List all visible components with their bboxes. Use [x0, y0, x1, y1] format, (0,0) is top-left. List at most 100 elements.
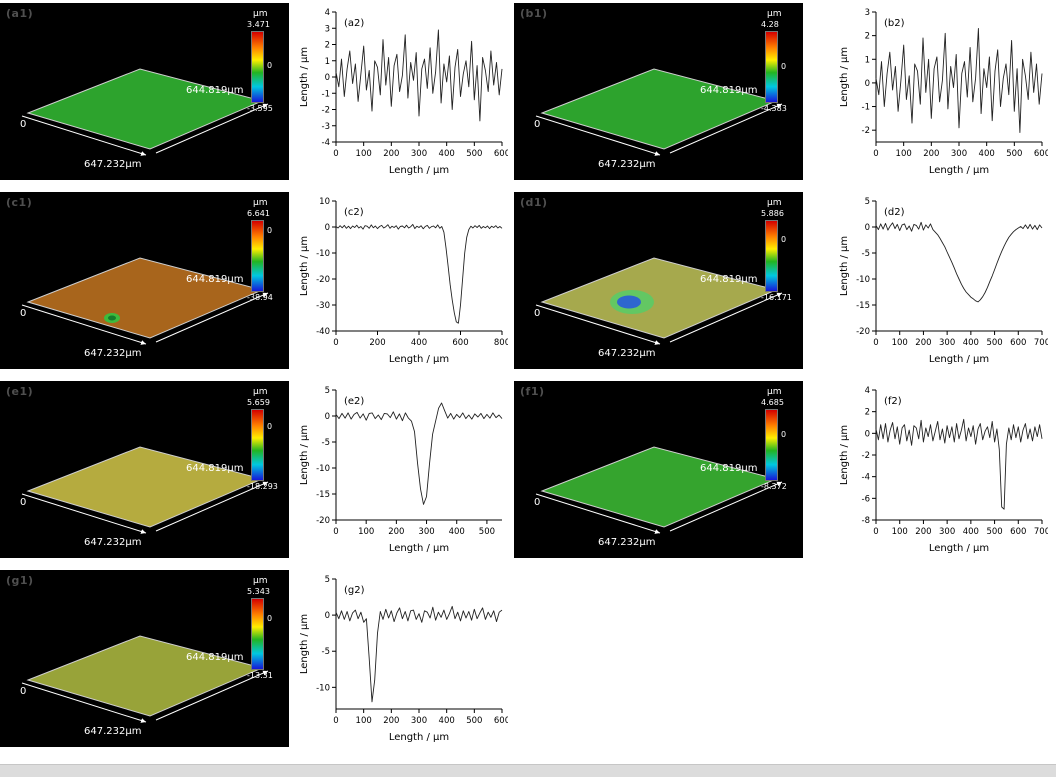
svg-text:-5: -5: [322, 647, 330, 657]
surface-plane: [26, 446, 264, 528]
height-colorbar: µm 5.343 0 -13.31: [245, 576, 287, 686]
svg-text:4: 4: [865, 386, 870, 396]
svg-text:-30: -30: [316, 301, 330, 311]
svg-text:-10: -10: [316, 464, 330, 474]
svg-text:Length / µm: Length / µm: [389, 732, 449, 743]
profile-chart-c2: 10 0 -10 -20 -30 -40 0 200 400 600 800 Length / µm L…: [298, 193, 510, 365]
panel-label: (b1): [520, 7, 548, 20]
svg-text:-10: -10: [316, 683, 330, 693]
svg-text:2: 2: [865, 408, 870, 418]
svg-text:1: 1: [325, 57, 330, 67]
colorbar-zero: 0: [267, 421, 273, 431]
svg-text:200: 200: [369, 338, 385, 348]
width-arrow: [535, 115, 661, 156]
height-colorbar: µm 3.471 0 -3.595: [245, 9, 287, 119]
svg-text:600: 600: [452, 338, 468, 348]
svg-text:300: 300: [411, 716, 427, 726]
colorbar-max: 5.343: [247, 587, 270, 596]
svg-text:Length / µm: Length / µm: [839, 236, 850, 296]
surface-plane: [540, 68, 778, 150]
width-arrow: [21, 682, 147, 723]
svg-text:0: 0: [325, 223, 330, 233]
svg-text:Length / µm: Length / µm: [299, 614, 310, 674]
svg-text:Length / µm: Length / µm: [299, 236, 310, 296]
colorbar-unit: µm: [767, 198, 782, 208]
colorbar-gradient: [765, 220, 778, 292]
svg-text:0: 0: [333, 149, 338, 159]
svg-text:Length / µm: Length / µm: [839, 425, 850, 485]
colorbar-min: -3.595: [247, 104, 273, 113]
colorbar-unit: µm: [767, 9, 782, 19]
svg-text:400: 400: [439, 716, 455, 726]
svg-text:-40: -40: [316, 327, 330, 337]
svg-text:0: 0: [865, 223, 870, 233]
svg-text:(g2): (g2): [344, 585, 365, 596]
depth-arrow: [155, 103, 269, 154]
topography-panel-c1: (c1) 0 647.232µm 644.819µm µm 6.641 0 -3…: [0, 192, 289, 369]
svg-text:-4: -4: [322, 138, 330, 148]
depth-dimension-label: 644.819µm: [186, 463, 244, 474]
depth-arrow: [155, 481, 269, 532]
svg-text:400: 400: [411, 338, 427, 348]
profile-chart-g2: 5 0 -5 -10 0 100 200 300 400 500 600 Length / µm Len…: [298, 571, 510, 743]
topography-panel-b1: (b1) 0 647.232µm 644.819µm µm 4.28 0 -4.…: [514, 3, 803, 180]
svg-text:0: 0: [325, 412, 330, 422]
svg-text:4: 4: [325, 8, 330, 18]
colorbar-zero: 0: [267, 61, 273, 71]
width-dimension-label: 647.232µm: [84, 348, 142, 359]
svg-text:0: 0: [333, 716, 338, 726]
surface-3d-plot: [21, 257, 269, 345]
height-colorbar: µm 5.886 0 -16.171: [759, 198, 801, 308]
surface-plane: [540, 446, 778, 528]
topography-panel-a1: (a1) 0 647.232µm 644.819µm µm 3.471 0 -3…: [0, 3, 289, 180]
svg-text:0: 0: [325, 73, 330, 83]
colorbar-zero: 0: [781, 234, 787, 244]
surface-plane: [26, 257, 264, 339]
svg-text:3: 3: [325, 24, 330, 34]
horizontal-scrollbar[interactable]: [0, 764, 1056, 777]
svg-text:(c2): (c2): [344, 207, 364, 218]
svg-text:Length / µm: Length / µm: [929, 165, 989, 176]
profile-chart-b2: 3 2 1 0 -1 -2 0 100 200 300 400 500 600 Length / µm Le…: [838, 4, 1050, 176]
colorbar-max: 5.886: [761, 209, 784, 218]
svg-text:600: 600: [494, 149, 508, 159]
colorbar-max: 6.641: [247, 209, 270, 218]
svg-text:Length / µm: Length / µm: [299, 425, 310, 485]
svg-text:200: 200: [915, 338, 931, 348]
svg-text:(a2): (a2): [344, 18, 364, 29]
svg-text:700: 700: [1034, 338, 1048, 348]
colorbar-gradient: [251, 598, 264, 670]
svg-text:-4: -4: [862, 473, 870, 483]
svg-text:Length / µm: Length / µm: [839, 47, 850, 107]
svg-text:200: 200: [383, 716, 399, 726]
colorbar-min: -13.31: [247, 671, 273, 680]
topography-panel-d1: (d1) 0 647.232µm 644.819µm µm 5.886 0 -1…: [514, 192, 803, 369]
height-colorbar: µm 5.659 0 -18.293: [245, 387, 287, 497]
panel-label: (a1): [6, 7, 34, 20]
svg-text:400: 400: [963, 527, 979, 537]
svg-text:(e2): (e2): [344, 396, 364, 407]
svg-text:-8: -8: [862, 516, 870, 526]
profile-chart-e2: 5 0 -5 -10 -15 -20 0 100 200 300 400 500 Length / µm…: [298, 382, 508, 554]
svg-text:-3: -3: [322, 122, 330, 132]
colorbar-unit: µm: [253, 576, 268, 586]
svg-text:100: 100: [896, 149, 912, 159]
svg-text:700: 700: [1034, 527, 1048, 537]
svg-text:Length / µm: Length / µm: [389, 354, 449, 365]
svg-text:3: 3: [865, 8, 870, 18]
profile-chart-d2: 5 0 -5 -10 -15 -20 0 100 200 300 400 500 600 700 Lengt…: [838, 193, 1050, 365]
colorbar-gradient: [251, 31, 264, 103]
colorbar-gradient: [251, 409, 264, 481]
svg-text:-15: -15: [316, 490, 330, 500]
svg-text:2: 2: [325, 41, 330, 51]
colorbar-min: -8.372: [761, 482, 787, 491]
svg-text:-6: -6: [862, 494, 870, 504]
svg-text:600: 600: [494, 716, 508, 726]
svg-text:0: 0: [865, 429, 870, 439]
surface-plane: [540, 257, 778, 339]
svg-text:500: 500: [466, 716, 482, 726]
surface-3d-plot: [535, 257, 783, 345]
depth-dimension-label: 644.819µm: [700, 274, 758, 285]
svg-text:-1: -1: [862, 103, 870, 113]
svg-text:500: 500: [986, 338, 1002, 348]
